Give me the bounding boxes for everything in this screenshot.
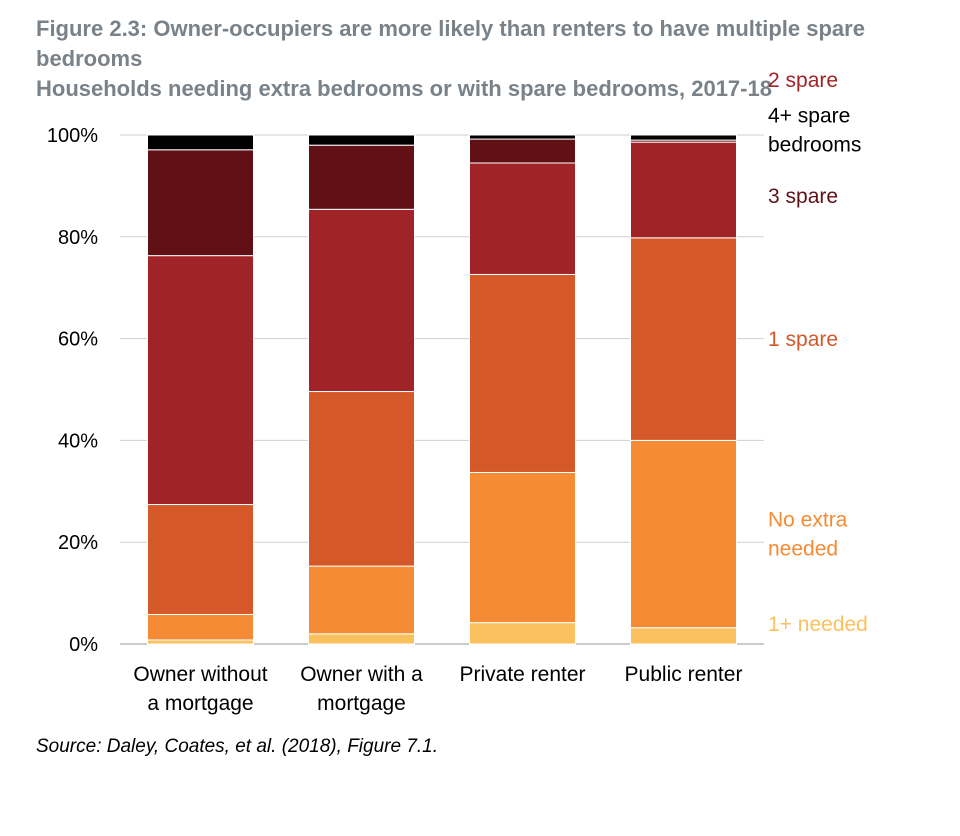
bar-segment bbox=[147, 613, 254, 641]
x-tick-label: Private renter bbox=[459, 663, 585, 686]
legend-label: 1 spare bbox=[768, 328, 838, 351]
y-tick-label: 0% bbox=[69, 634, 98, 656]
bar-segment bbox=[630, 237, 737, 441]
x-tick-label: mortgage bbox=[317, 692, 406, 715]
x-axis: Owner without a mortgage Owner with a mortg… bbox=[133, 663, 742, 715]
x-tick-label: a mortgage bbox=[147, 692, 253, 715]
bar-segment bbox=[147, 255, 254, 506]
legend-label: 4+ spare bbox=[768, 105, 850, 128]
bar-segment bbox=[469, 138, 576, 164]
bar-segment bbox=[147, 149, 254, 257]
legend-label: No extra bbox=[768, 509, 848, 532]
bar-segment bbox=[147, 134, 254, 151]
y-tick-label: 100% bbox=[47, 125, 98, 147]
x-tick-label: Owner with a bbox=[300, 663, 423, 686]
x-tick-label: Owner without bbox=[133, 663, 267, 686]
y-tick-label: 80% bbox=[58, 227, 98, 249]
bar-segment bbox=[147, 639, 254, 645]
legend-label: bedrooms bbox=[768, 134, 861, 157]
legend-label: 2 spare bbox=[768, 69, 838, 92]
x-tick-label: Public renter bbox=[625, 663, 743, 686]
bar-segment bbox=[308, 144, 415, 210]
bar-segment bbox=[308, 134, 415, 146]
bar-segment bbox=[469, 273, 576, 473]
bar-segment bbox=[469, 471, 576, 624]
chart-title-block: Figure 2.3: Owner-occupiers are more lik… bbox=[36, 14, 936, 104]
bar-segment bbox=[630, 134, 737, 141]
bar-segment bbox=[630, 141, 737, 239]
legend-label: 3 spare bbox=[768, 185, 838, 208]
bar-segment bbox=[469, 162, 576, 275]
bar-segment bbox=[147, 504, 254, 615]
y-tick-label: 20% bbox=[58, 532, 98, 554]
legend-label: needed bbox=[768, 538, 838, 561]
bar-segment bbox=[308, 633, 415, 645]
bar-segment bbox=[308, 391, 415, 567]
chart-title: Figure 2.3: Owner-occupiers are more lik… bbox=[36, 16, 865, 71]
bars bbox=[147, 134, 737, 645]
bar-segment bbox=[469, 134, 576, 140]
y-tick-label: 60% bbox=[58, 329, 98, 351]
y-axis: 0% 20% 40% 60% 80% 100% bbox=[47, 125, 98, 656]
chart-subtitle: Households needing extra bedrooms or wit… bbox=[36, 76, 772, 101]
legend: 1+ needed No extra needed 1 spare 2 spare 3 s… bbox=[768, 69, 868, 636]
bar-segment bbox=[308, 208, 415, 393]
y-tick-label: 40% bbox=[58, 430, 98, 452]
source-note: Source: Daley, Coates, et al. (2018), Fi… bbox=[36, 736, 439, 757]
bar-segment bbox=[630, 439, 737, 629]
bar-segment bbox=[308, 565, 415, 635]
legend-label: 1+ needed bbox=[768, 613, 868, 636]
bar-segment bbox=[630, 627, 737, 645]
bar-segment bbox=[469, 622, 576, 645]
